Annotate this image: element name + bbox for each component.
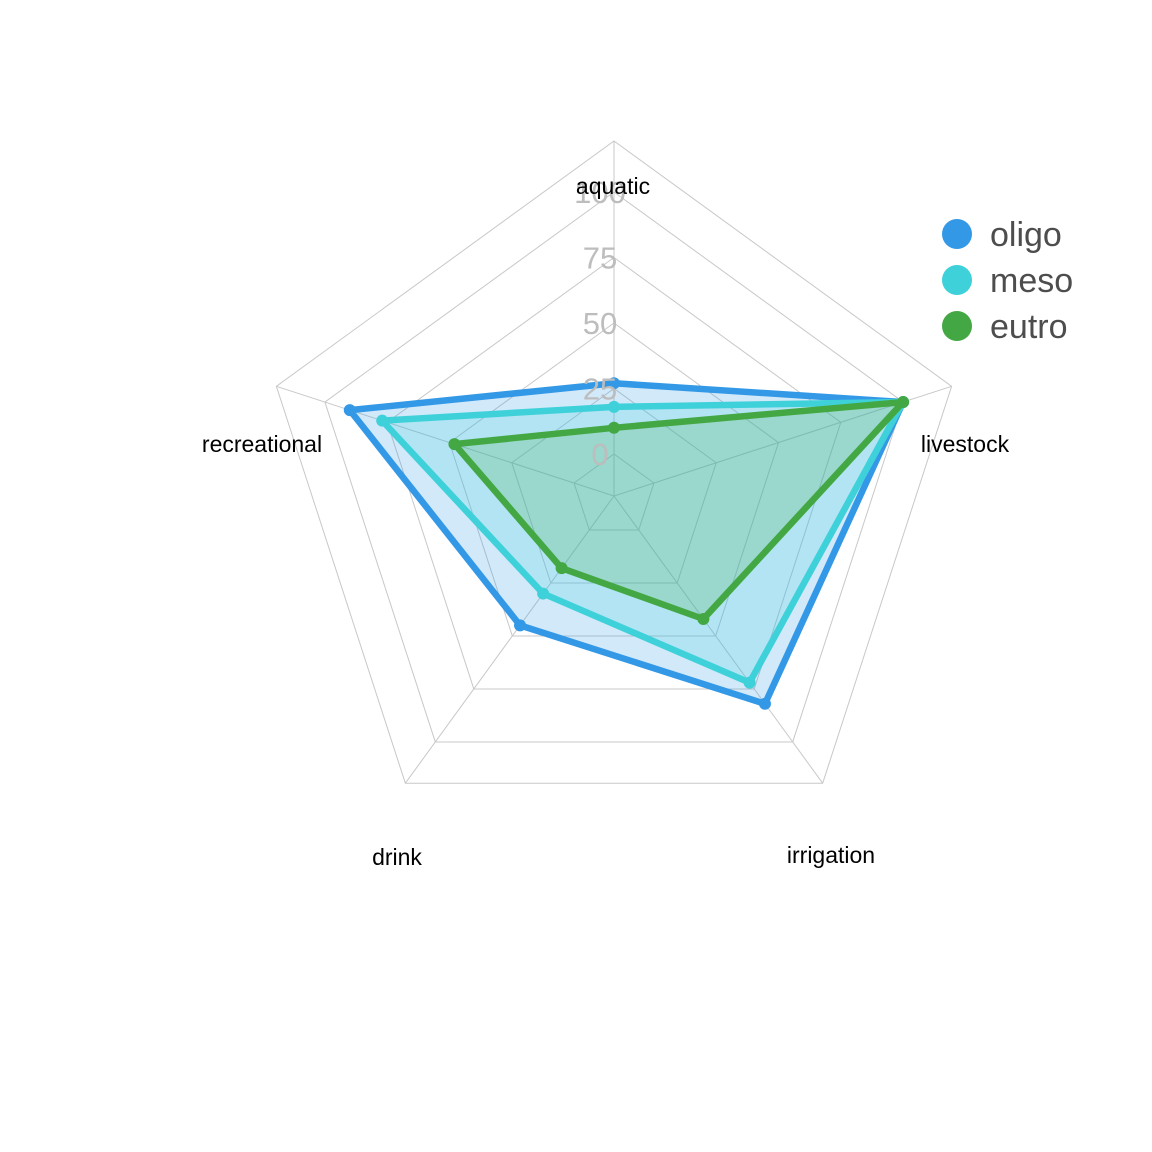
radar-series [343,377,910,710]
legend-label-eutro: eutro [990,308,1068,346]
legend-marker-meso [942,265,972,295]
tick-label: 25 [583,372,617,407]
series-area-meso [382,402,904,683]
series-line-oligo [346,380,907,708]
series-area-eutro [454,402,904,620]
series-area-oligo [349,383,904,704]
grid-spoke [276,385,615,497]
data-point-oligo-recreational [343,404,356,417]
data-point-meso-drink [537,587,550,600]
axis-label-livestock: livestock [921,431,1010,457]
legend-label-oligo: oligo [990,216,1062,254]
tick-label: 75 [583,241,617,276]
data-point-oligo-irrigation [758,697,771,710]
legend-label-meso: meso [990,262,1073,300]
grid-spoke [613,495,824,784]
series-line-eutro [451,398,907,623]
legend-marker-eutro [942,311,972,341]
data-point-eutro-recreational [448,438,461,451]
axis-label-recreational: recreational [202,431,322,457]
tick-label: 100 [574,175,626,210]
data-point-eutro-aquatic [608,421,620,434]
axis-label-drink: drink [372,844,422,870]
grid-ring [324,191,904,743]
axis-label-aquatic: aquatic [576,173,650,199]
series-line-meso [378,398,907,686]
tick-label: 50 [583,306,617,341]
axis-label-irrigation: irrigation [787,842,875,868]
grid-ring [448,322,780,637]
axis-labels: aquatic livestock irrigation drink recreatio… [202,173,1010,870]
data-point-meso-irrigation [743,676,756,689]
grid-spoke [404,495,615,784]
grid-ring [275,140,953,784]
data-point-oligo-drink [514,619,527,632]
data-point-oligo-aquatic [608,377,620,390]
legend-marker-oligo [942,219,972,249]
tick-label: 0 [591,437,608,472]
legend: oligo meso eutro [942,216,1073,346]
data-point-eutro-drink [555,562,568,575]
grid-ring [511,387,717,584]
radial-tick-labels: 0 25 50 75 100 [574,175,626,472]
data-point-meso-recreational [376,414,389,427]
data-point-eutro-irrigation [697,613,710,626]
data-point-meso-aquatic [608,400,620,413]
data-point-eutro-livestock [897,396,910,409]
grid-ring [573,453,655,531]
